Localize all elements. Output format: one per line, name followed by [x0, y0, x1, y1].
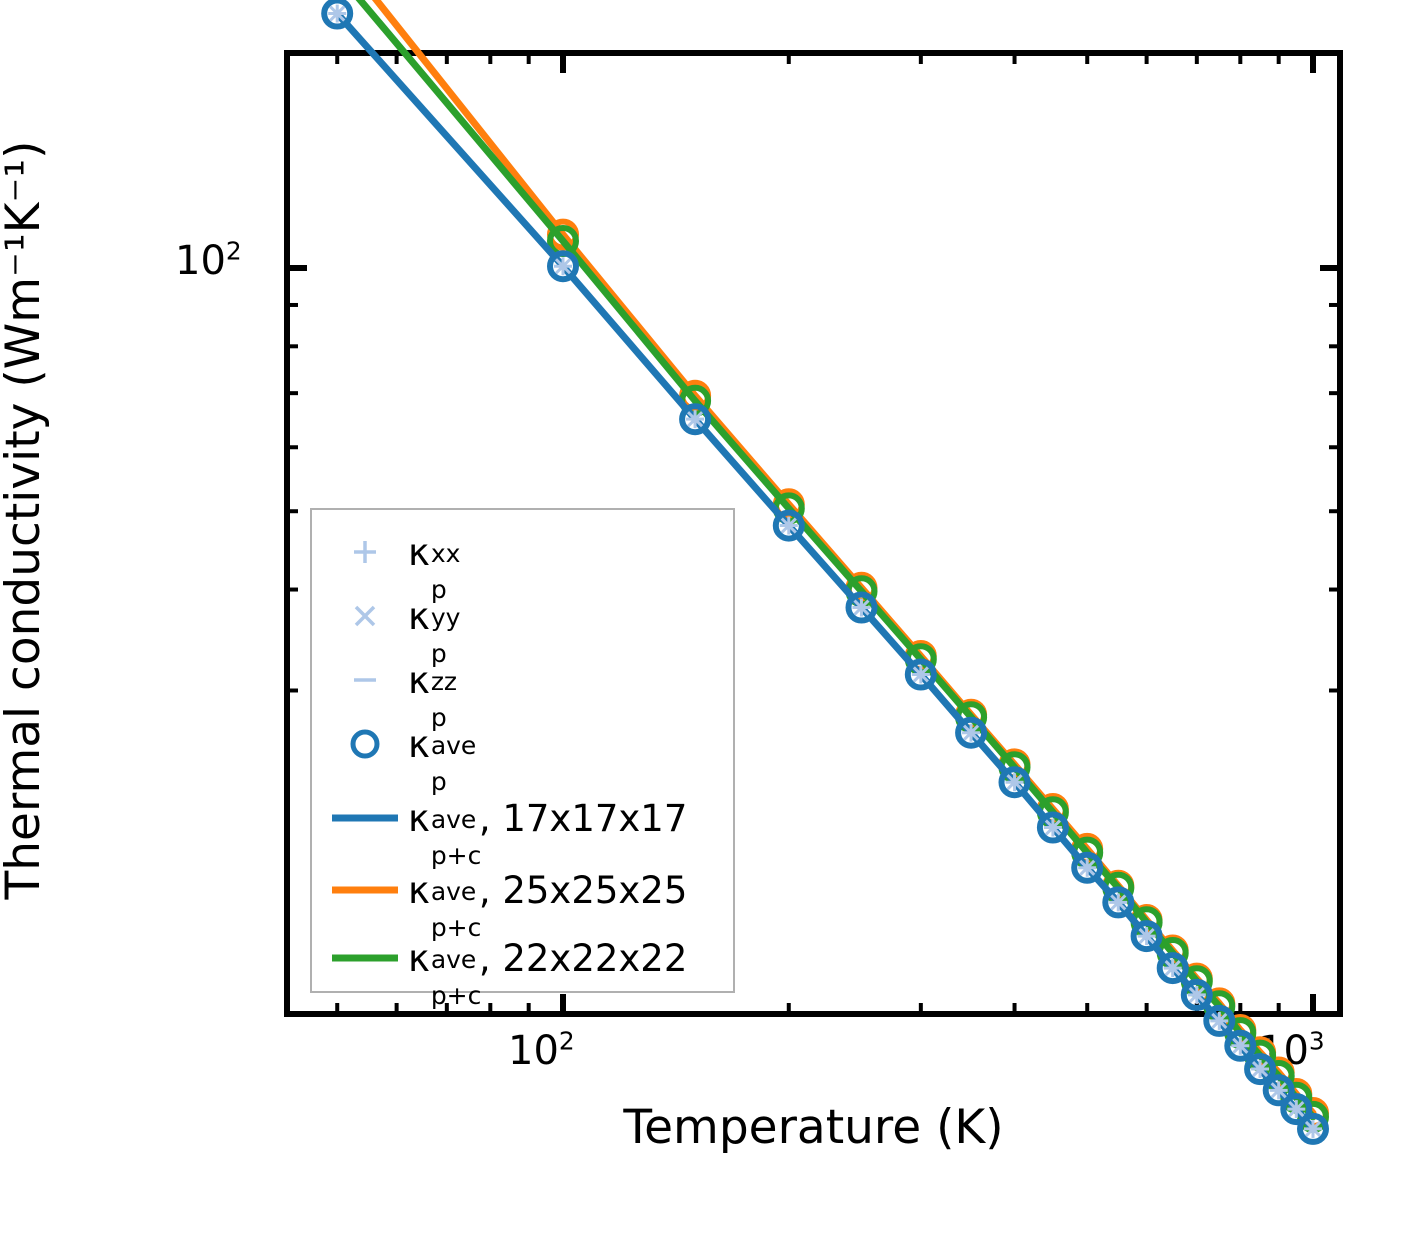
x-tick-exponent: 3 — [1308, 1026, 1325, 1056]
marker-kappa-p-components — [554, 257, 572, 276]
legend-handle-circle-icon — [326, 724, 404, 764]
legend-handle-line-icon — [326, 938, 404, 978]
legend-item-5[interactable]: κ ave p+c, 25x25x25 — [326, 862, 688, 942]
marker-kappa-p-components — [1287, 1100, 1306, 1119]
data-series — [321, 0, 1329, 1145]
marker-kappa-p-components — [779, 516, 798, 535]
marker-kappa-p-components — [328, 4, 347, 23]
marker-kappa-p-components — [1269, 1081, 1288, 1100]
x-tick-exponent: 2 — [558, 1026, 575, 1056]
legend[interactable]: κ xx p κ yy p κ zz p κ ave p κ ave p+c, 17x17x17 κ ave p+… — [310, 508, 735, 1010]
legend-label: κ ave p+c, 17x17x17 — [408, 796, 688, 870]
legend-handle-dash-icon — [326, 660, 404, 700]
x-axis-title: Temperature (K) — [287, 1100, 1340, 1155]
marker-kappa-p-components — [1304, 1119, 1322, 1138]
y-tick-mantissa: 10 — [175, 238, 226, 284]
legend-item-0[interactable]: κ xx p — [326, 524, 464, 604]
marker-kappa-p-components — [1005, 773, 1024, 792]
legend-label: κ yy p — [408, 594, 461, 668]
marker-kappa-p-components — [962, 723, 981, 742]
legend-label: κ ave p — [408, 722, 477, 796]
legend-label: κ xx p — [408, 530, 461, 604]
marker-kappa-p-components — [1109, 893, 1128, 912]
legend-rows: κ xx p κ yy p κ zz p κ ave p κ ave p+c, 17x17x17 κ ave p+… — [312, 510, 733, 1010]
legend-label: κ zz p — [408, 658, 458, 732]
y-tick-exponent: 2 — [225, 236, 242, 266]
marker-kappa-p-components — [1187, 985, 1206, 1004]
y-tick-label-100: 102 — [175, 238, 242, 284]
marker-kappa-p-components — [1078, 858, 1097, 877]
legend-handle-cross-icon — [326, 596, 404, 636]
x-axis-title-text: Temperature (K) — [623, 1100, 1004, 1155]
legend-label: κ ave p+c, 25x25x25 — [408, 868, 688, 942]
marker-kappa-p-components — [686, 410, 705, 429]
series-kappa_p+c_ave_17x17x17 — [321, 0, 1329, 1145]
axes-frame — [284, 50, 1343, 1017]
legend-item-1[interactable]: κ yy p — [326, 588, 464, 668]
legend-item-3[interactable]: κ ave p — [326, 716, 479, 796]
marker-kappa-p-components — [1163, 959, 1182, 978]
x-tick-label-100: 102 — [508, 1028, 575, 1074]
marker-kappa-p-components — [1043, 818, 1062, 837]
legend-item-4[interactable]: κ ave p+c, 17x17x17 — [326, 790, 688, 870]
legend-item-6[interactable]: κ ave p+c, 22x22x22 — [326, 930, 688, 1010]
marker-kappa-p-components — [852, 598, 871, 617]
x-tick-mantissa: 10 — [508, 1028, 559, 1074]
legend-handle-plus-icon — [326, 532, 404, 572]
marker-kappa-p-components — [1137, 927, 1156, 946]
marker-kappa-p-components — [911, 665, 930, 684]
marker-kappa-p-components — [1231, 1036, 1250, 1055]
marker-kappa-p-components — [1210, 1011, 1229, 1030]
legend-handle-line-icon — [326, 870, 404, 910]
legend-handle-line-icon — [326, 798, 404, 838]
legend-label: κ ave p+c, 22x22x22 — [408, 936, 688, 1010]
legend-item-2[interactable]: κ zz p — [326, 652, 464, 732]
marker-kappa-p-components — [1251, 1060, 1270, 1079]
